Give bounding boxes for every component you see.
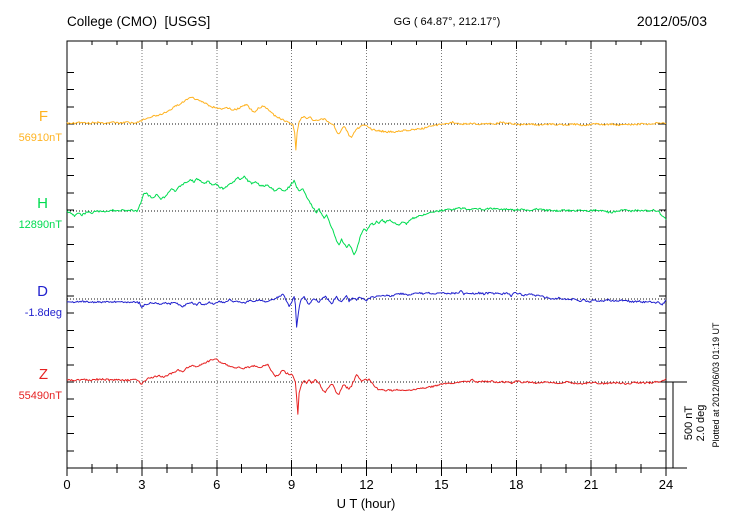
axis-tick-layer bbox=[66, 41, 667, 476]
plot-timestamp: Plotted at 2012/06/03 01:19 UT bbox=[711, 322, 721, 448]
trace-h bbox=[66, 175, 667, 256]
x-tick-label: 18 bbox=[509, 477, 523, 492]
channel-label-h: H bbox=[37, 195, 48, 212]
station-title: College (CMO) [USGS] bbox=[67, 14, 210, 29]
x-tick-label: 3 bbox=[138, 477, 145, 492]
scale-label-deg: 2.0 deg bbox=[695, 405, 707, 442]
x-tick-label: 0 bbox=[63, 477, 70, 492]
gridline-layer bbox=[141, 41, 592, 468]
channel-base-value-d: -1.8deg bbox=[25, 307, 62, 319]
trace-z bbox=[66, 358, 667, 415]
x-tick-label: 12 bbox=[359, 477, 373, 492]
x-tick-label: 24 bbox=[659, 477, 673, 492]
channel-base-value-f: 56910nT bbox=[19, 132, 63, 144]
channel-base-value-z: 55490nT bbox=[19, 390, 63, 402]
channel-label-z: Z bbox=[39, 366, 48, 383]
channel-base-value-h: 12890nT bbox=[19, 219, 63, 231]
scale-label-nt: 500 nT bbox=[683, 406, 695, 441]
channel-label-d: D bbox=[37, 283, 48, 300]
x-tick-label-layer: 0 3 6 9 12 15 18 21 24 bbox=[63, 477, 673, 492]
plot-date: 2012/05/03 bbox=[637, 13, 707, 29]
geographic-coordinates: GG ( 64.87°, 212.17°) bbox=[394, 16, 501, 28]
plot-frame bbox=[66, 40, 667, 469]
x-axis-title: U T (hour) bbox=[337, 496, 396, 511]
baseline-layer bbox=[67, 123, 666, 383]
trace-d bbox=[66, 290, 667, 328]
trace-layer bbox=[66, 96, 667, 415]
x-tick-label: 6 bbox=[213, 477, 220, 492]
trace-f bbox=[66, 96, 667, 151]
channel-label-f: F bbox=[39, 108, 48, 125]
x-tick-label: 15 bbox=[434, 477, 448, 492]
x-tick-label: 9 bbox=[288, 477, 295, 492]
x-tick-label: 21 bbox=[584, 477, 598, 492]
scale-bar bbox=[661, 381, 687, 469]
